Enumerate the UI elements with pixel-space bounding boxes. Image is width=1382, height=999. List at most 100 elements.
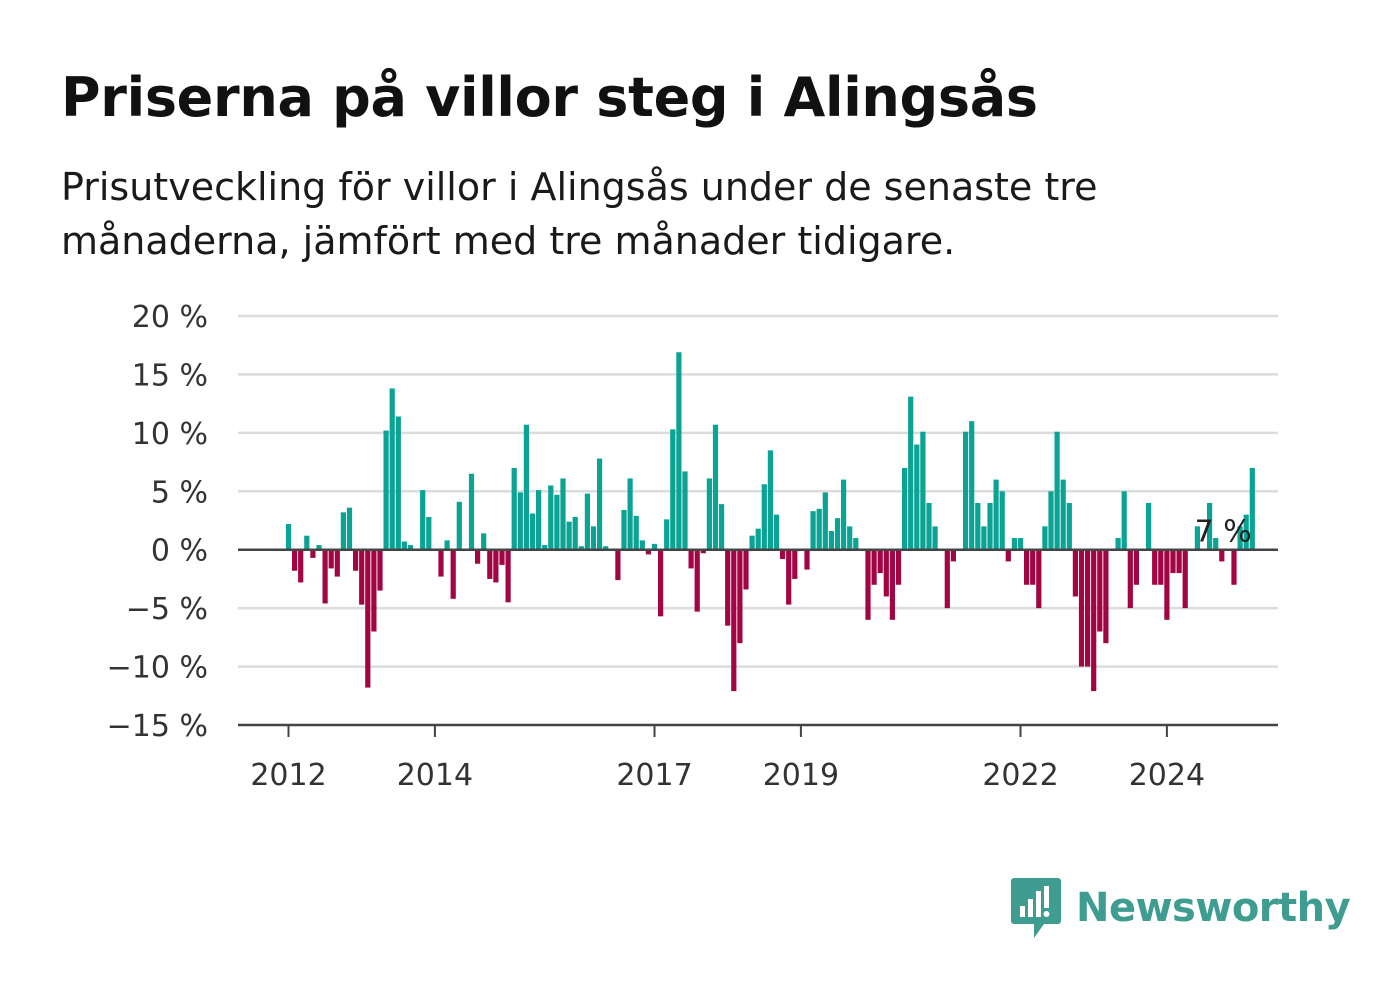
last-value-label: 7 % <box>1195 514 1252 549</box>
bar <box>566 521 572 550</box>
bar <box>639 540 645 550</box>
y-tick-label: 5 % <box>151 475 208 510</box>
bar <box>1133 549 1139 585</box>
bar <box>1182 549 1188 609</box>
bar <box>517 492 523 550</box>
bar <box>407 545 414 550</box>
y-tick-label: −10 % <box>107 651 208 686</box>
bar <box>932 526 938 550</box>
bar <box>334 549 340 577</box>
bar <box>316 545 322 550</box>
y-tick-label: 20 % <box>132 300 208 335</box>
bar <box>395 416 401 550</box>
bar <box>389 388 395 550</box>
bar <box>377 549 383 591</box>
bar <box>1060 479 1066 550</box>
bar <box>1036 549 1042 609</box>
bar <box>627 478 633 550</box>
bar <box>883 549 889 597</box>
bar <box>969 421 975 550</box>
bar <box>1024 549 1030 585</box>
bar <box>834 518 841 550</box>
annotations: 7 % <box>1195 514 1252 549</box>
bar <box>792 549 798 579</box>
bar <box>786 549 792 605</box>
bar <box>804 549 810 570</box>
bar <box>328 549 334 569</box>
bar <box>755 528 761 550</box>
bar <box>981 526 987 550</box>
bar <box>975 502 981 550</box>
bar <box>1042 526 1048 550</box>
bar <box>1146 502 1152 550</box>
bar <box>322 549 328 604</box>
bars <box>285 352 1255 692</box>
bar <box>633 515 639 550</box>
y-tick-label: 15 % <box>132 358 208 393</box>
bar <box>493 549 499 583</box>
axes <box>238 548 1278 737</box>
chart-subtitle: Prisutveckling för villor i Alingsås und… <box>61 165 1098 263</box>
bar <box>895 549 902 585</box>
bar <box>944 549 950 609</box>
bar <box>676 352 682 550</box>
bar <box>1207 502 1213 550</box>
bar <box>773 514 780 550</box>
x-tick-label: 2024 <box>1129 758 1205 793</box>
bar <box>816 508 822 550</box>
bar <box>383 430 389 550</box>
bar <box>950 549 956 562</box>
bar <box>1176 549 1182 574</box>
x-tick-label: 2012 <box>250 758 326 793</box>
bar <box>1194 526 1200 550</box>
bar <box>731 549 737 692</box>
y-tick-label: −15 % <box>107 709 208 744</box>
bar <box>603 546 609 550</box>
bar <box>1078 549 1085 667</box>
x-tick-label: 2022 <box>982 758 1058 793</box>
bar <box>828 531 834 550</box>
y-tick-label: 10 % <box>132 417 208 452</box>
bar <box>359 549 365 605</box>
bar <box>841 479 847 550</box>
bar <box>810 511 816 550</box>
bar <box>1243 514 1249 550</box>
bar <box>450 549 456 599</box>
chart-title: Priserna på villor steg i Alingsås <box>61 66 1038 129</box>
bar <box>615 549 621 581</box>
bar <box>1121 491 1127 550</box>
bar <box>908 396 914 550</box>
bar <box>645 549 651 555</box>
bar <box>597 458 603 550</box>
bar <box>1054 431 1060 550</box>
newsworthy-logo-icon <box>1011 878 1061 938</box>
bar <box>340 512 346 550</box>
bar <box>346 507 353 550</box>
bar <box>353 549 359 571</box>
bar <box>767 450 773 550</box>
bar <box>1170 549 1176 574</box>
bar <box>590 526 597 550</box>
bar <box>365 549 371 688</box>
bar <box>993 479 999 550</box>
bar <box>536 490 542 550</box>
bar <box>1011 538 1017 550</box>
bar <box>310 549 316 558</box>
bar <box>285 524 292 550</box>
bar <box>865 549 871 620</box>
bar <box>847 526 853 550</box>
bar <box>1072 549 1078 597</box>
bar <box>712 424 719 550</box>
bar <box>548 485 554 550</box>
y-tick-label: 0 % <box>151 534 208 569</box>
bar <box>1237 526 1243 550</box>
x-tick-label: 2019 <box>763 758 839 793</box>
bar <box>1005 549 1011 562</box>
bar <box>304 535 310 550</box>
bar <box>651 543 658 550</box>
bar <box>475 549 481 564</box>
bar <box>682 471 688 550</box>
bar <box>1231 549 1237 585</box>
bar <box>688 549 694 569</box>
bar <box>853 538 859 550</box>
